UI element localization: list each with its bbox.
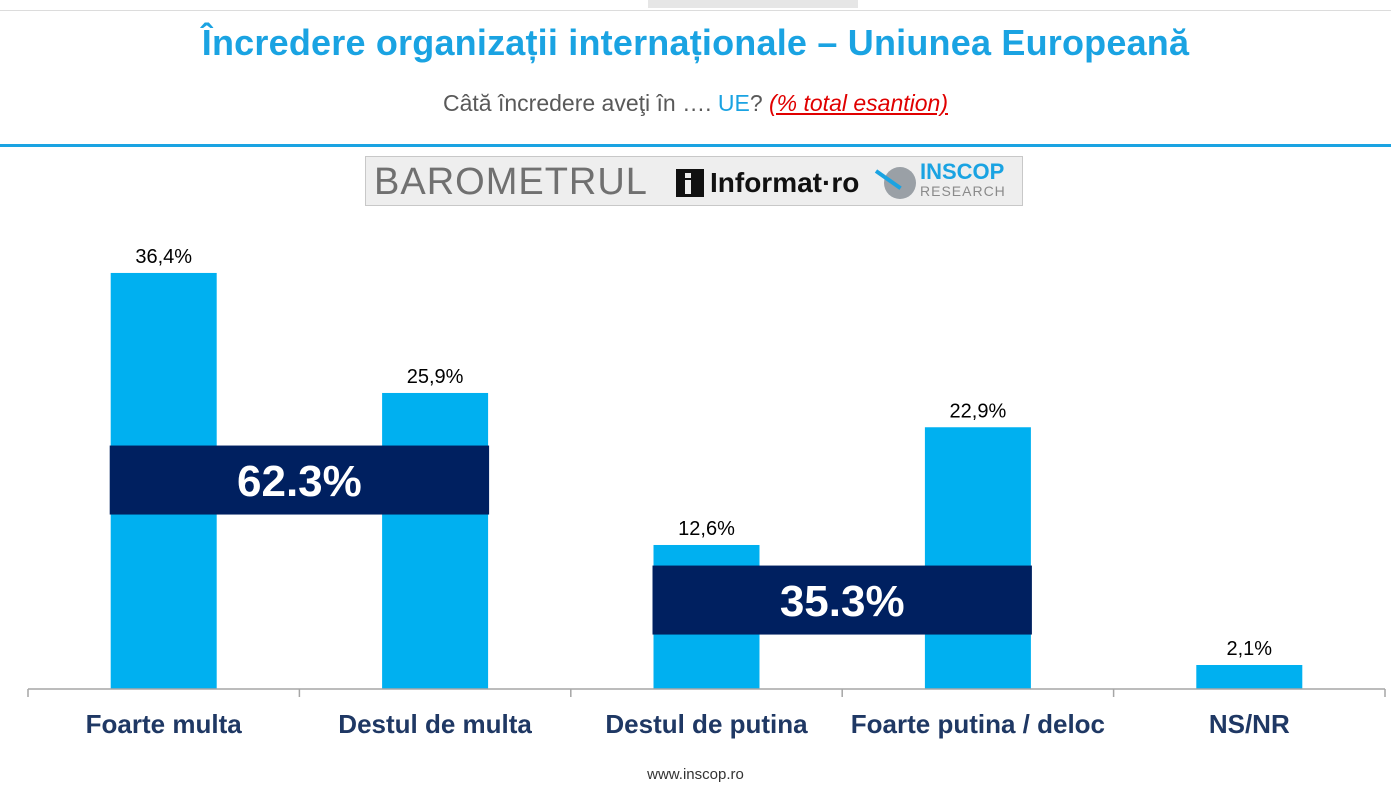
group-band-1 xyxy=(652,565,1032,635)
research-logo-text: RESEARCH xyxy=(920,183,1006,199)
bar-4 xyxy=(1196,664,1303,689)
category-label-1: Destul de multa xyxy=(338,709,532,739)
bar-1 xyxy=(382,392,489,689)
category-label-4: NS/NR xyxy=(1209,709,1290,739)
value-label-1: 25,9% xyxy=(407,366,464,388)
value-label-0: 36,4% xyxy=(135,246,192,268)
subtitle-question-mark: ? xyxy=(749,90,763,116)
subtitle-question: Câtă încredere aveţi în …. xyxy=(443,90,712,116)
category-label-3: Foarte putina / deloc xyxy=(851,709,1105,739)
category-label-2: Destul de putina xyxy=(605,709,808,739)
value-label-4: 2,1% xyxy=(1227,638,1273,660)
subtitle-subject: UE xyxy=(717,90,750,116)
group-band-label-0: 62.3% xyxy=(237,457,362,506)
group-band-0 xyxy=(109,445,490,515)
chart-title: Încredere organizații internaționale – U… xyxy=(201,22,1190,63)
footer-url: www.inscop.ro xyxy=(647,766,744,783)
value-label-3: 22,9% xyxy=(950,400,1007,422)
value-label-2: 12,6% xyxy=(678,518,735,540)
informat-i-icon xyxy=(676,169,704,197)
inscop-logo-text: INSCOP xyxy=(920,159,1005,184)
header-divider xyxy=(0,144,1391,147)
browser-tab-fragment xyxy=(648,0,858,8)
barometer-logo-banner: BAROMETRUL Informat·ro INSCOP RESEARCH xyxy=(365,156,1023,206)
chart-subtitle: Câtă încredere aveţi în …. UE? (% total … xyxy=(0,90,1391,117)
category-label-0: Foarte multa xyxy=(86,709,243,739)
subtitle-sample-note: (% total esantion) xyxy=(769,90,948,116)
browser-top-strip xyxy=(0,0,1391,11)
informat-logo-text: Informat·ro xyxy=(710,167,860,198)
inscop-circle-icon xyxy=(884,167,916,199)
group-band-label-1: 35.3% xyxy=(780,577,905,626)
barometrul-logo-text: BAROMETRUL xyxy=(374,161,648,203)
bar-3 xyxy=(924,427,1031,689)
